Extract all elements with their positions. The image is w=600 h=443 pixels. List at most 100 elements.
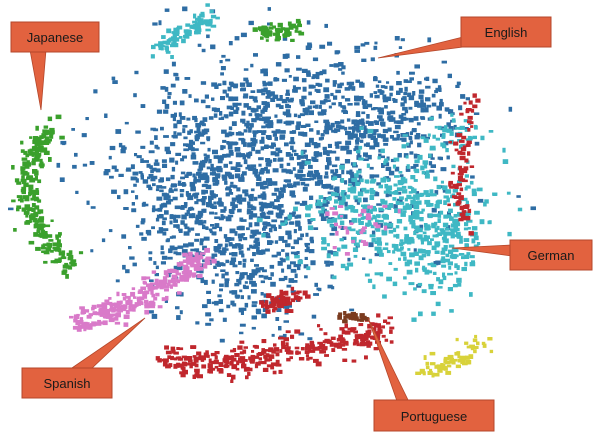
word-point xyxy=(393,157,400,162)
word-point xyxy=(293,181,297,185)
word-point xyxy=(241,171,247,176)
word-point xyxy=(195,178,201,183)
word-point xyxy=(376,182,381,186)
word-point xyxy=(169,214,174,219)
word-point xyxy=(237,164,243,168)
word-point xyxy=(460,147,467,152)
word-point xyxy=(355,114,361,117)
word-point xyxy=(195,259,201,264)
word-point xyxy=(278,369,283,374)
word-point xyxy=(400,176,406,181)
word-point xyxy=(397,153,402,158)
word-point xyxy=(176,27,180,32)
word-point xyxy=(474,141,480,146)
word-point xyxy=(102,309,108,313)
word-point xyxy=(365,215,372,221)
word-point xyxy=(174,43,179,48)
word-point xyxy=(50,249,54,253)
word-point xyxy=(317,346,323,349)
word-point xyxy=(35,147,40,151)
word-point xyxy=(264,215,271,219)
word-point xyxy=(185,143,191,147)
word-point xyxy=(416,122,421,126)
word-point xyxy=(457,355,461,359)
word-point xyxy=(343,214,348,219)
word-point xyxy=(108,297,112,300)
word-point xyxy=(360,314,365,319)
word-point xyxy=(383,225,388,231)
word-point xyxy=(177,180,182,184)
word-point xyxy=(104,113,108,118)
word-point xyxy=(393,183,398,187)
word-point xyxy=(399,201,405,205)
word-point xyxy=(159,282,164,287)
word-point xyxy=(254,345,259,349)
word-point xyxy=(360,240,366,243)
word-point xyxy=(342,195,346,200)
word-point xyxy=(307,220,312,225)
word-point xyxy=(465,200,469,206)
word-point xyxy=(454,184,459,189)
word-point xyxy=(474,211,479,215)
word-point xyxy=(221,129,227,134)
word-point xyxy=(140,174,144,180)
word-point xyxy=(189,207,195,211)
word-point xyxy=(348,183,352,187)
word-point xyxy=(230,82,235,88)
callout-portuguese-box xyxy=(373,399,495,432)
word-point xyxy=(190,345,197,349)
word-point xyxy=(392,227,397,233)
word-point xyxy=(182,89,188,94)
word-point xyxy=(44,142,50,145)
word-point xyxy=(292,167,296,171)
word-point xyxy=(203,236,210,241)
word-point xyxy=(423,223,428,228)
word-point xyxy=(357,218,361,223)
word-point xyxy=(281,345,286,350)
word-point xyxy=(319,100,326,105)
word-point xyxy=(322,203,329,207)
word-point xyxy=(194,98,199,103)
word-point xyxy=(434,365,441,369)
word-point xyxy=(414,215,420,220)
word-point xyxy=(369,187,374,192)
word-point xyxy=(108,229,113,233)
word-point xyxy=(172,269,177,272)
word-point xyxy=(201,200,206,206)
word-point xyxy=(300,124,307,128)
word-point xyxy=(290,23,296,29)
word-point xyxy=(188,359,193,363)
word-point xyxy=(358,220,364,225)
word-point xyxy=(241,363,247,369)
word-point xyxy=(292,85,296,91)
word-point xyxy=(194,201,199,205)
word-point xyxy=(381,229,388,233)
word-point xyxy=(249,244,253,249)
word-point xyxy=(466,141,471,147)
word-point xyxy=(377,323,381,328)
word-point xyxy=(380,148,385,154)
word-point xyxy=(230,349,235,353)
word-point xyxy=(247,372,251,376)
word-point xyxy=(329,207,335,210)
word-point xyxy=(331,177,336,181)
word-point xyxy=(252,142,256,145)
word-point xyxy=(179,189,185,193)
word-point xyxy=(466,140,472,144)
word-point xyxy=(199,122,205,125)
word-point xyxy=(115,279,120,283)
word-point xyxy=(279,211,284,216)
word-point xyxy=(31,158,38,162)
word-point xyxy=(263,71,268,77)
word-point xyxy=(133,183,137,187)
word-point xyxy=(140,286,147,291)
word-point xyxy=(254,264,259,267)
word-point xyxy=(239,289,243,293)
word-point xyxy=(306,20,311,25)
word-point xyxy=(378,184,383,189)
word-point xyxy=(447,73,452,79)
word-point xyxy=(431,311,436,316)
word-point xyxy=(315,361,322,367)
word-point xyxy=(266,223,272,227)
word-point xyxy=(412,197,416,202)
